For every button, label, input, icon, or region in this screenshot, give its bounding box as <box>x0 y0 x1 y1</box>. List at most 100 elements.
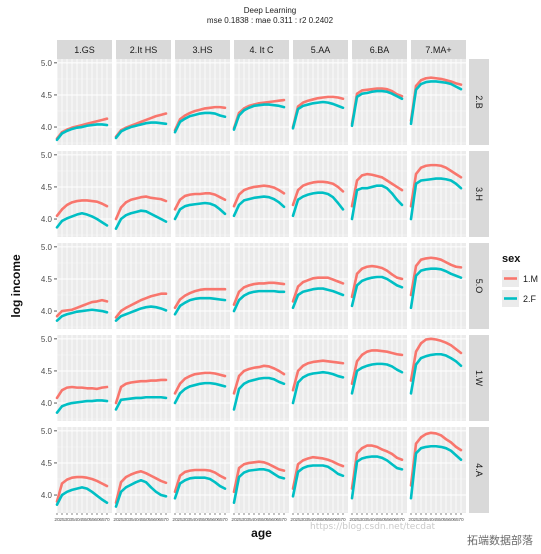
facet-panel <box>173 151 230 237</box>
series-line-1m <box>173 287 227 310</box>
series-line-1m <box>409 431 463 487</box>
facet-panel <box>114 243 171 329</box>
facet-panel <box>350 243 407 329</box>
panel-background <box>116 335 171 421</box>
series-line-2f <box>409 352 463 395</box>
x-tick-label: 45 <box>433 517 439 523</box>
x-tick-label: 30 <box>241 517 247 523</box>
facet-panel <box>173 243 230 329</box>
series-line-1m <box>114 469 168 505</box>
legend-entry-label: 1.M <box>523 274 538 284</box>
x-tick-label: 20 <box>172 517 178 523</box>
facet-panel <box>409 243 466 329</box>
y-tick-label: 4.0 <box>41 307 53 316</box>
series-line-1m <box>173 105 227 132</box>
x-tick-label: 45 <box>197 517 203 523</box>
watermark-url: https://blog.csdn.net/tecdat <box>310 522 436 532</box>
x-tick-label: 25 <box>118 517 124 523</box>
chart-subtitle: mse 0.1838 : mae 0.311 : r2 0.2402 <box>207 16 334 25</box>
series-line-2f <box>173 111 227 134</box>
x-tick-label: 30 <box>123 517 129 523</box>
series-line-1m <box>350 349 404 386</box>
facet-column-label: 5.AA <box>311 45 331 55</box>
facet-strip-column <box>57 40 112 59</box>
x-tick-label: 50 <box>379 517 385 523</box>
panel-background <box>352 59 407 145</box>
facet-panel <box>114 151 171 237</box>
facet-panel <box>291 243 348 329</box>
x-tick-label: 65 <box>99 517 105 523</box>
x-tick-label: 20 <box>231 517 237 523</box>
legend-entry-label: 2.F <box>523 294 537 304</box>
x-tick-label: 40 <box>192 517 198 523</box>
facet-panel <box>232 335 289 421</box>
x-tick-label: 40 <box>310 517 316 523</box>
y-tick-label: 5.0 <box>41 59 53 68</box>
facet-panel <box>409 59 466 145</box>
series-line-2f <box>55 399 109 414</box>
x-tick-label: 55 <box>207 517 213 523</box>
facet-panel <box>55 335 112 421</box>
y-tick-label: 4.0 <box>41 215 53 224</box>
x-tick-label: 70 <box>340 517 346 523</box>
x-axis-label: age <box>251 526 272 540</box>
facet-column-label: 6.BA <box>370 45 390 55</box>
x-tick-label: 25 <box>59 517 65 523</box>
facet-strip-column <box>352 40 407 59</box>
series-line-2f <box>173 476 227 500</box>
x-tick-label: 70 <box>222 517 228 523</box>
x-tick-label: 20 <box>113 517 119 523</box>
series-line-2f <box>55 211 109 229</box>
facet-row-label: 5.O <box>474 279 484 294</box>
series-line-2f <box>114 209 168 230</box>
series-line-2f <box>232 376 286 411</box>
x-tick-label: 25 <box>413 517 419 523</box>
x-tick-label: 70 <box>163 517 169 523</box>
series-line-1m <box>232 98 286 130</box>
watermark-label: 拓端数据部落 <box>467 534 533 547</box>
series-line-2f <box>409 444 463 500</box>
facet-panel <box>55 243 112 329</box>
x-tick-label: 35 <box>246 517 252 523</box>
facet-panel <box>114 59 171 145</box>
series-line-2f <box>232 103 286 131</box>
facet-column-label: 4. It C <box>249 45 274 55</box>
y-tick-label: 5.0 <box>41 335 53 344</box>
x-tick-label: 40 <box>369 517 375 523</box>
x-tick-label: 65 <box>335 517 341 523</box>
series-line-2f <box>409 80 463 126</box>
facet-row-label: 1.W <box>474 370 484 387</box>
x-tick-label: 65 <box>394 517 400 523</box>
x-tick-label: 40 <box>428 517 434 523</box>
facet-panel <box>350 59 407 145</box>
facet-panel <box>350 151 407 237</box>
facet-panel <box>291 59 348 145</box>
series-line-1m <box>350 172 404 208</box>
facet-strip-column <box>175 40 230 59</box>
series-line-1m <box>291 95 345 129</box>
series-line-2f <box>350 184 404 221</box>
x-tick-label: 50 <box>202 517 208 523</box>
x-tick-label: 35 <box>305 517 311 523</box>
x-tick-label: 35 <box>423 517 429 523</box>
facet-panel <box>114 427 171 513</box>
facet-panel <box>232 59 289 145</box>
facet-panel <box>232 427 289 513</box>
panel-background <box>411 151 466 237</box>
series-line-2f <box>55 486 109 506</box>
series-line-2f <box>291 191 345 218</box>
x-tick-label: 40 <box>74 517 80 523</box>
y-tick-label: 4.0 <box>41 399 53 408</box>
x-tick-label: 20 <box>349 517 355 523</box>
x-tick-label: 25 <box>236 517 242 523</box>
series-line-2f <box>55 123 109 142</box>
series-line-2f <box>55 308 109 322</box>
panel-background <box>293 243 348 329</box>
x-tick-label: 45 <box>138 517 144 523</box>
series-line-2f <box>291 100 345 130</box>
series-line-2f <box>173 296 227 316</box>
series-line-2f <box>173 381 227 405</box>
x-tick-label: 45 <box>79 517 85 523</box>
